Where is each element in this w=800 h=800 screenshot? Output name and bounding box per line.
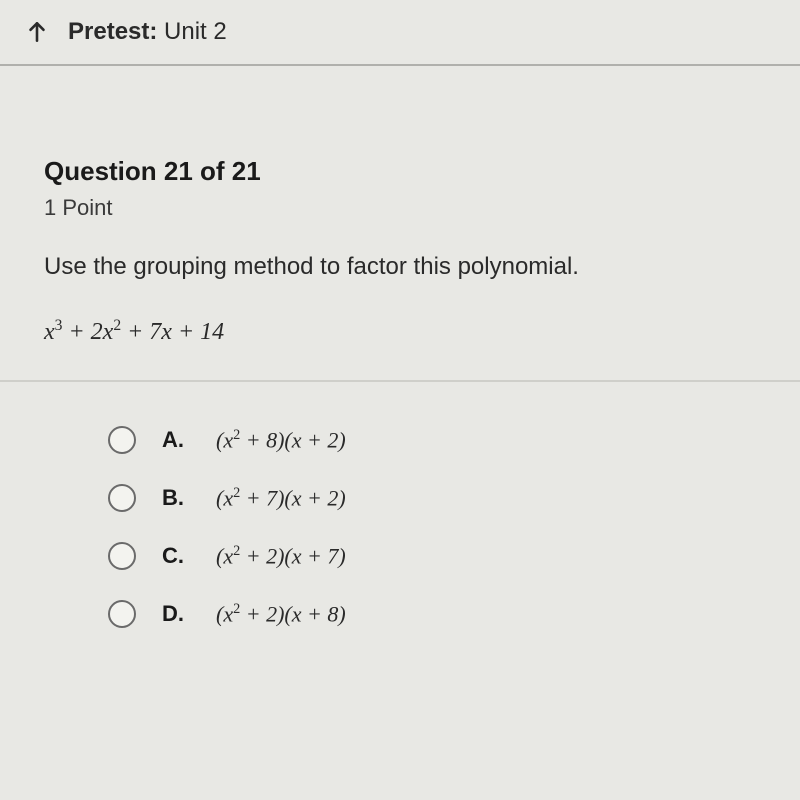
option-letter: D. [162, 601, 190, 627]
divider [0, 380, 800, 382]
option-expression: (x2 + 2)(x + 8) [216, 601, 346, 627]
radio-c[interactable] [108, 542, 136, 570]
header-title: Pretest: Unit 2 [68, 18, 227, 46]
question-content: Question 21 of 21 1 Point Use the groupi… [0, 66, 800, 698]
question-prompt: Use the grouping method to factor this p… [44, 251, 756, 283]
option-letter: B. [162, 485, 190, 511]
radio-a[interactable] [108, 426, 136, 454]
option-letter: C. [162, 543, 190, 569]
page-header: Pretest: Unit 2 [0, 0, 800, 66]
back-arrow-icon[interactable] [24, 19, 50, 45]
option-expression: (x2 + 8)(x + 2) [216, 427, 346, 453]
option-letter: A. [162, 427, 190, 453]
radio-b[interactable] [108, 484, 136, 512]
question-points: 1 Point [44, 195, 756, 221]
option-a[interactable]: A. (x2 + 8)(x + 2) [108, 426, 756, 454]
header-title-rest: Unit 2 [157, 18, 226, 45]
option-b[interactable]: B. (x2 + 7)(x + 2) [108, 484, 756, 512]
option-expression: (x2 + 7)(x + 2) [216, 485, 346, 511]
radio-d[interactable] [108, 600, 136, 628]
options-list: A. (x2 + 8)(x + 2) B. (x2 + 7)(x + 2) C.… [44, 426, 756, 628]
option-c[interactable]: C. (x2 + 2)(x + 7) [108, 542, 756, 570]
header-title-bold: Pretest: [68, 18, 157, 45]
option-d[interactable]: D. (x2 + 2)(x + 8) [108, 600, 756, 628]
question-expression: x3 + 2x2 + 7x + 14 [44, 317, 756, 346]
option-expression: (x2 + 2)(x + 7) [216, 543, 346, 569]
question-number: Question 21 of 21 [44, 156, 756, 187]
